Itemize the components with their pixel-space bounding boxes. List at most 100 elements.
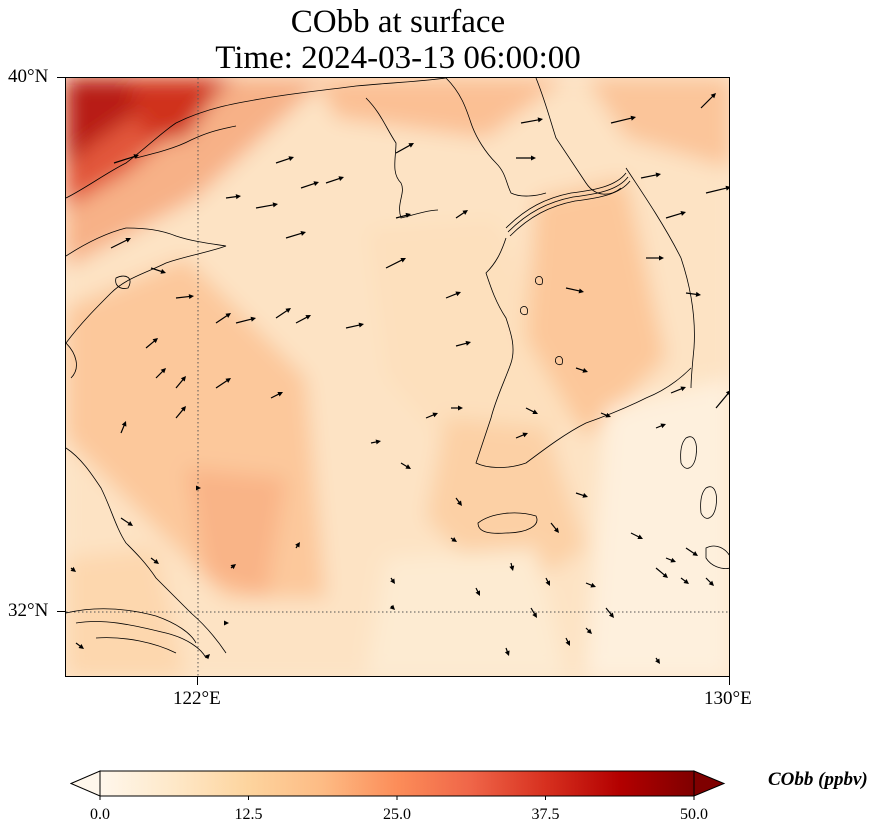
wind-vectors bbox=[70, 93, 729, 664]
wind-arrow-head bbox=[725, 185, 729, 191]
wind-arrow-shaft bbox=[110, 238, 129, 249]
colorbar-tick-0: 0.0 bbox=[90, 806, 110, 823]
lon-tick-label-130: 130°E bbox=[704, 688, 752, 709]
wind-arrow-head bbox=[659, 255, 664, 261]
wind-arrow-head bbox=[692, 551, 698, 556]
wind-arrow-shaft bbox=[215, 314, 229, 324]
wind-arrow-head bbox=[655, 172, 661, 178]
wind-arrow-shaft bbox=[113, 155, 137, 164]
wind-arrow-head bbox=[70, 566, 76, 572]
wind-arrow-head bbox=[400, 258, 406, 263]
wind-arrow-shaft bbox=[345, 324, 362, 329]
wind-arrow-head bbox=[250, 316, 256, 322]
wind-arrow-shaft bbox=[225, 195, 239, 199]
wind-arrow-shaft bbox=[235, 318, 254, 324]
wind-arrow-shaft bbox=[665, 212, 684, 219]
wind-arrow-head bbox=[725, 390, 729, 395]
colorbar bbox=[70, 770, 726, 800]
wind-arrow-head bbox=[695, 291, 701, 297]
wind-arrow-shaft bbox=[705, 187, 729, 194]
wind-arrow-head bbox=[670, 557, 676, 563]
colorbar-tick-4: 50.0 bbox=[680, 806, 708, 823]
wind-arrow-shaft bbox=[610, 117, 634, 124]
wind-arrow-head bbox=[389, 604, 395, 610]
wind-arrow-shaft bbox=[445, 292, 459, 299]
wind-arrow-head bbox=[153, 559, 159, 564]
wind-arrow-shaft bbox=[295, 315, 309, 324]
wind-arrow-head bbox=[655, 658, 660, 664]
wind-arrow-head bbox=[405, 464, 411, 469]
wind-arrow-head bbox=[553, 527, 559, 533]
wind-arrow-head bbox=[710, 93, 716, 99]
wind-arrow-head bbox=[522, 432, 528, 438]
wind-arrow-head bbox=[532, 612, 537, 618]
gridlines bbox=[66, 78, 729, 676]
wind-arrow-head bbox=[630, 115, 636, 121]
wind-arrow-shaft bbox=[255, 203, 276, 209]
wind-arrow-head bbox=[300, 231, 306, 236]
wind-arrow-shaft bbox=[275, 309, 289, 319]
wind-arrow-head bbox=[537, 117, 543, 123]
wind-arrow-head bbox=[565, 640, 570, 646]
wind-arrow-head bbox=[532, 409, 538, 414]
wind-arrow-head bbox=[451, 537, 457, 542]
wind-arrow-head bbox=[390, 578, 395, 584]
wind-arrow-head bbox=[78, 644, 84, 649]
wind-arrow-head bbox=[680, 211, 686, 216]
lon-tick-label-122: 122°E bbox=[173, 688, 221, 709]
wind-arrow-head bbox=[196, 485, 201, 491]
wind-arrow-head bbox=[683, 579, 689, 584]
lat-tick-label-40: 40°N bbox=[8, 66, 49, 87]
wind-arrow-shaft bbox=[655, 567, 667, 577]
colorbar-tick-2: 25.0 bbox=[383, 806, 411, 823]
wind-arrow-head bbox=[582, 368, 588, 373]
wind-arrow-head bbox=[408, 143, 414, 148]
lat-tick-mark-32 bbox=[57, 611, 65, 612]
wind-arrow-head bbox=[509, 565, 515, 571]
colorbar-tick-3: 37.5 bbox=[531, 806, 560, 823]
wind-arrow-shaft bbox=[175, 377, 185, 389]
wind-arrow-shaft bbox=[300, 182, 317, 189]
wind-arrow-shaft bbox=[670, 387, 684, 394]
wind-arrow-head bbox=[188, 294, 194, 300]
colorbar-title: CObb (ppbv) bbox=[768, 769, 868, 790]
wind-arrow-shaft bbox=[285, 232, 304, 239]
wind-arrow-head bbox=[230, 564, 236, 570]
wind-arrow-head bbox=[160, 368, 166, 374]
colorbar-tick-1: 12.5 bbox=[234, 806, 263, 823]
wind-arrow-shaft bbox=[385, 258, 404, 269]
wind-arrow-head bbox=[125, 238, 131, 243]
wind-arrow-shaft bbox=[145, 339, 157, 349]
wind-arrow-shaft bbox=[215, 379, 229, 389]
wind-arrow-head bbox=[531, 155, 536, 161]
wind-arrow-head bbox=[586, 628, 592, 634]
wind-arrow-head bbox=[295, 542, 300, 548]
wind-arrow-head bbox=[235, 194, 241, 200]
wind-arrow-head bbox=[338, 176, 344, 181]
wind-arrow-shaft bbox=[150, 267, 164, 273]
wind-arrow-head bbox=[582, 493, 588, 498]
wind-arrow-head bbox=[127, 521, 133, 526]
wind-arrow-head bbox=[405, 212, 411, 218]
wind-arrow-head bbox=[458, 405, 463, 411]
wind-arrow-head bbox=[590, 582, 596, 588]
wind-arrow-head bbox=[465, 340, 471, 346]
wind-arrow-head bbox=[660, 423, 666, 429]
wind-arrow-shaft bbox=[455, 342, 469, 347]
lat-tick-label-32: 32°N bbox=[8, 600, 49, 621]
wind-arrow-head bbox=[680, 386, 686, 392]
wind-arrow-head bbox=[224, 620, 229, 626]
wind-arrow-shaft bbox=[175, 407, 185, 419]
wind-arrow-shaft bbox=[175, 295, 192, 299]
wind-arrow-head bbox=[375, 439, 381, 445]
wind-arrow-shaft bbox=[395, 143, 412, 154]
wind-arrow-shaft bbox=[275, 157, 292, 164]
wind-arrow-head bbox=[225, 313, 231, 318]
wind-arrow-head bbox=[462, 210, 468, 215]
wind-arrow-head bbox=[180, 406, 186, 412]
wind-arrow-head bbox=[272, 202, 278, 208]
lon-tick-mark-122 bbox=[197, 677, 198, 685]
wind-arrow-head bbox=[432, 412, 438, 418]
map-panel bbox=[65, 77, 730, 677]
lat-tick-mark-40 bbox=[57, 77, 65, 78]
